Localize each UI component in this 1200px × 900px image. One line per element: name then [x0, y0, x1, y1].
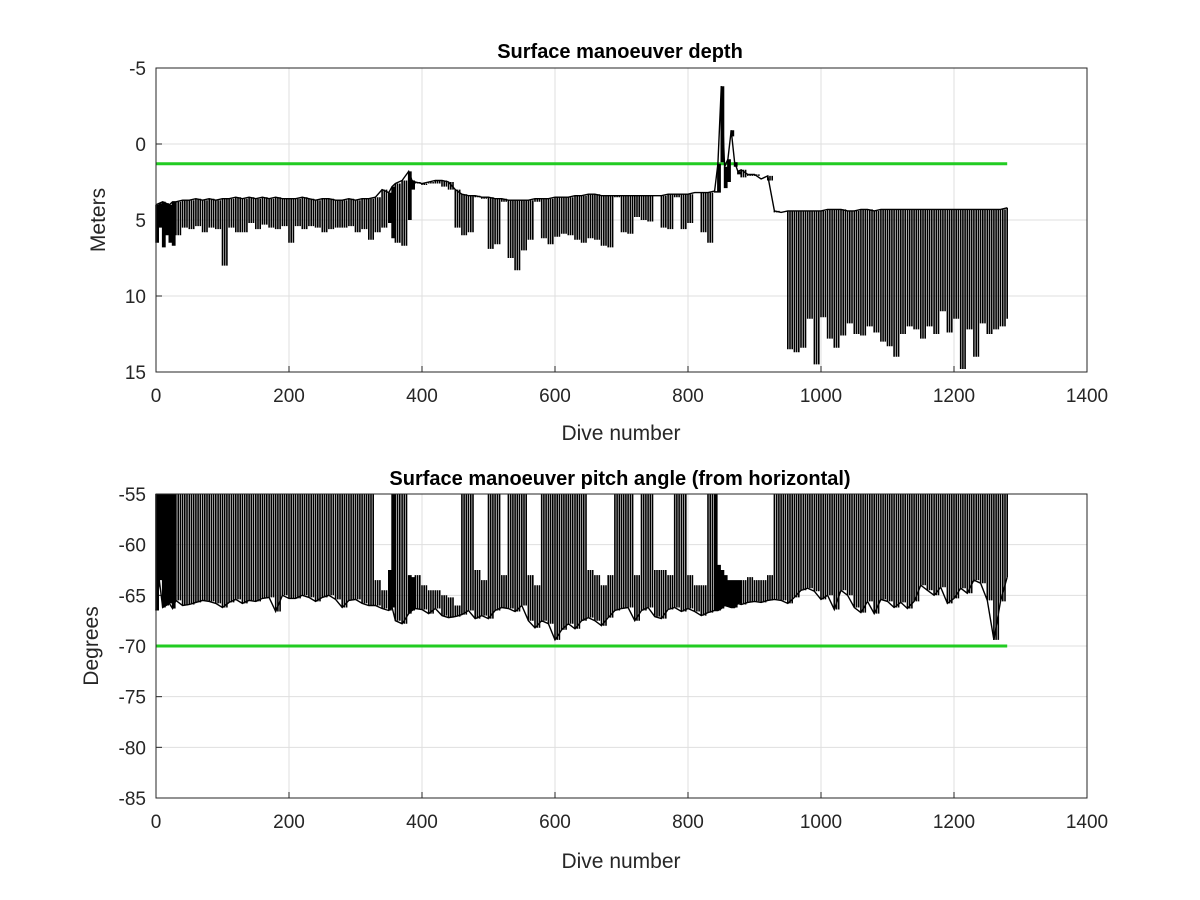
x-tick-label: 400 — [406, 812, 438, 833]
x-tick-label: 200 — [273, 812, 305, 833]
y-tick-label: 10 — [125, 287, 146, 308]
y-tick-label: -80 — [119, 738, 146, 759]
x-tick-label: 1000 — [800, 812, 842, 833]
y-tick-labels: -5 0 5 10 15 — [125, 59, 146, 384]
x-tick-label: 1000 — [800, 386, 842, 407]
y-tick-label: 5 — [135, 211, 146, 232]
axes-frame — [155, 67, 1088, 373]
x-tick-labels: 0 200 400 600 800 1000 1200 1400 — [151, 386, 1108, 407]
x-tick-label: 600 — [539, 386, 571, 407]
x-tick-label: 1200 — [933, 386, 975, 407]
y-tick-label: 15 — [125, 363, 146, 384]
x-tick-label: 200 — [273, 386, 305, 407]
x-tick-label: 400 — [406, 386, 438, 407]
x-tick-label: 1200 — [933, 812, 975, 833]
x-tick-label: 0 — [151, 812, 162, 833]
axes-frame — [155, 493, 1088, 799]
x-tick-label: 800 — [672, 812, 704, 833]
y-tick-label: 0 — [135, 135, 146, 156]
x-axis-label: Dive number — [561, 422, 680, 445]
x-tick-label: 800 — [672, 386, 704, 407]
depth-chart: Surface manoeuver depth 0 200 400 600 800 100… — [87, 41, 1108, 445]
x-tick-labels: 0 200 400 600 800 1000 1200 1400 — [151, 812, 1108, 833]
pitch-chart: Surface manoeuver pitch angle (from hori… — [80, 468, 1108, 873]
x-axis-label: Dive number — [561, 850, 680, 873]
y-tick-labels: -55 -60 -65 -70 -75 -80 -85 — [119, 485, 146, 810]
y-tick-label: -70 — [119, 637, 146, 658]
y-axis-label: Degrees — [80, 606, 103, 685]
x-tick-label: 0 — [151, 386, 162, 407]
y-tick-label: -65 — [119, 586, 146, 607]
y-tick-label: -5 — [129, 59, 146, 80]
x-tick-label: 1400 — [1066, 386, 1108, 407]
series-trace — [155, 86, 1008, 214]
chart-title: Surface manoeuver pitch angle (from hori… — [389, 468, 850, 490]
y-axis-label: Meters — [87, 188, 110, 252]
y-tick-label: -55 — [119, 485, 146, 506]
y-tick-label: -85 — [119, 789, 146, 810]
y-tick-label: -75 — [119, 688, 146, 709]
series-trace — [155, 576, 1008, 642]
y-tick-label: -60 — [119, 536, 146, 557]
chart-title: Surface manoeuver depth — [497, 41, 743, 63]
x-tick-label: 600 — [539, 812, 571, 833]
x-tick-label: 1400 — [1066, 812, 1108, 833]
data-series — [155, 494, 1008, 642]
